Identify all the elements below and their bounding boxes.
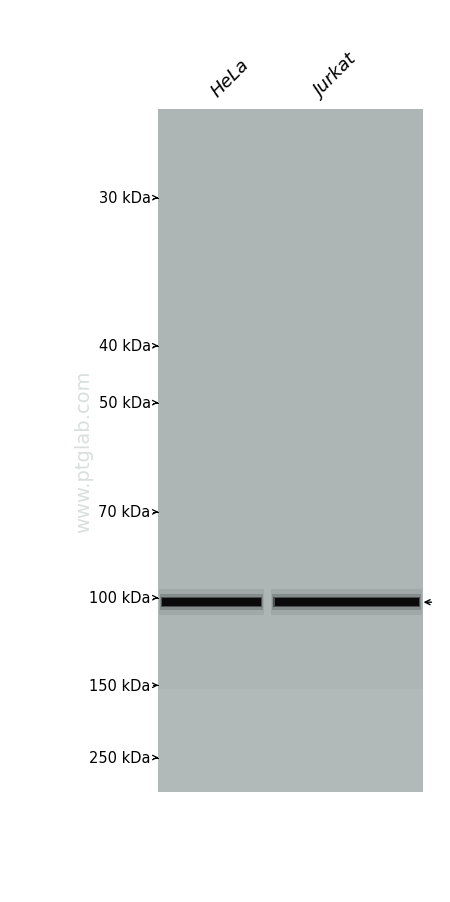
Bar <box>159 590 264 615</box>
Bar <box>162 599 261 607</box>
Text: Jurkat: Jurkat <box>311 51 361 101</box>
Bar <box>160 594 263 611</box>
Bar <box>273 597 420 608</box>
Text: 50 kDa: 50 kDa <box>99 396 151 410</box>
Text: www.ptglab.com: www.ptglab.com <box>74 370 93 532</box>
Text: 250 kDa: 250 kDa <box>89 750 151 765</box>
Bar <box>272 594 421 611</box>
Bar <box>158 110 423 792</box>
Bar <box>158 690 423 792</box>
Text: 70 kDa: 70 kDa <box>99 505 151 520</box>
Text: 30 kDa: 30 kDa <box>99 191 151 206</box>
Text: HeLa: HeLa <box>208 56 253 101</box>
Text: 100 kDa: 100 kDa <box>89 591 151 605</box>
Bar <box>271 590 422 615</box>
Bar <box>274 599 418 607</box>
Bar <box>161 597 262 608</box>
Text: 150 kDa: 150 kDa <box>90 678 151 693</box>
Text: 40 kDa: 40 kDa <box>99 339 151 354</box>
